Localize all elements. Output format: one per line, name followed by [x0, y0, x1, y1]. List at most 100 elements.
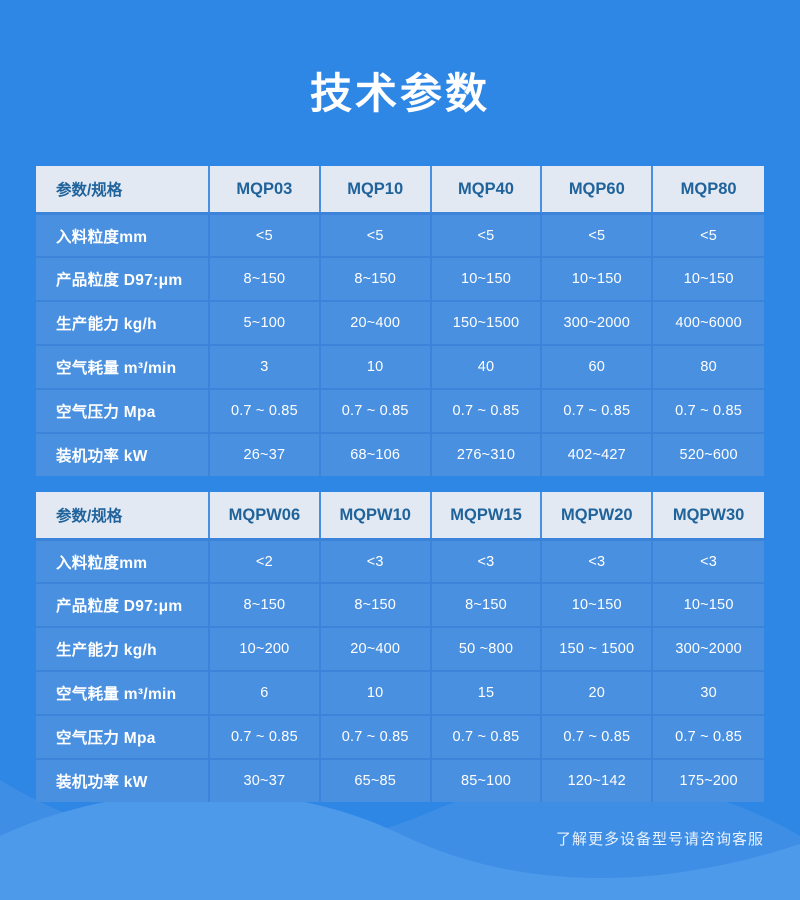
table-cell: 8~150	[320, 256, 432, 300]
table-cell: <5	[653, 212, 764, 256]
table-cell: 15	[431, 670, 543, 714]
column-header-model-2: MQP10	[320, 166, 432, 212]
table-cell: 10~150	[653, 582, 764, 626]
page-title: 技术参数	[309, 70, 490, 117]
table-cell: 50 ~800	[431, 626, 543, 670]
table-row: 空气压力 Mpa 0.7 ~ 0.85 0.7 ~ 0.85 0.7 ~ 0.8…	[36, 714, 764, 758]
table-cell: <5	[431, 212, 543, 256]
table-cell: 175~200	[653, 758, 764, 802]
column-header-model-4: MQPW20	[542, 492, 654, 538]
table-cell: 150~1500	[431, 300, 543, 344]
table-cell: 10~150	[542, 582, 654, 626]
table-cell: 300~2000	[653, 626, 764, 670]
table-cell: 10~150	[431, 256, 543, 300]
table-row: 装机功率 kW 26~37 68~106 276~310 402~427 520…	[36, 432, 764, 476]
table-cell: 300~2000	[542, 300, 654, 344]
column-header-param: 参数/规格	[36, 492, 210, 538]
table-cell: 60	[542, 344, 654, 388]
row-label: 空气耗量 m³/min	[36, 344, 210, 388]
table-cell: 10~200	[210, 626, 321, 670]
row-label: 装机功率 kW	[36, 758, 210, 802]
table-row: 生产能力 kg/h 10~200 20~400 50 ~800 150 ~ 15…	[36, 626, 764, 670]
table-row: 入料粒度mm <2 <3 <3 <3 <3	[36, 538, 764, 582]
table-cell: 520~600	[653, 432, 764, 476]
table-cell: <2	[210, 538, 321, 582]
table-cell: 0.7 ~ 0.85	[653, 388, 764, 432]
row-label: 入料粒度mm	[36, 212, 210, 256]
table-cell: 10~150	[542, 256, 654, 300]
table-cell: 0.7 ~ 0.85	[542, 388, 654, 432]
table-cell: 68~106	[320, 432, 432, 476]
table-cell: 20~400	[320, 626, 432, 670]
table-cell: <5	[542, 212, 654, 256]
column-header-model-4: MQP60	[542, 166, 654, 212]
column-header-model-5: MQP80	[653, 166, 764, 212]
table-row: 产品粒度 D97:μm 8~150 8~150 8~150 10~150 10~…	[36, 582, 764, 626]
table-cell: 85~100	[431, 758, 543, 802]
table-cell: 20~400	[320, 300, 432, 344]
table-row: 空气耗量 m³/min 3 10 40 60 80	[36, 344, 764, 388]
table-row: 入料粒度mm <5 <5 <5 <5 <5	[36, 212, 764, 256]
table-row: 空气耗量 m³/min 6 10 15 20 30	[36, 670, 764, 714]
row-label: 空气压力 Mpa	[36, 388, 210, 432]
row-label: 产品粒度 D97:μm	[36, 582, 210, 626]
table-cell: 20	[542, 670, 654, 714]
table-header-row: 参数/规格 MQP03 MQP10 MQP40 MQP60 MQP80	[36, 166, 764, 212]
column-header-param: 参数/规格	[36, 166, 210, 212]
table-cell: 0.7 ~ 0.85	[542, 714, 654, 758]
table-cell: <3	[653, 538, 764, 582]
table-header-row: 参数/规格 MQPW06 MQPW10 MQPW15 MQPW20 MQPW30	[36, 492, 764, 538]
table-cell: 0.7 ~ 0.85	[431, 388, 543, 432]
row-label: 生产能力 kg/h	[36, 626, 210, 670]
table-cell: 26~37	[210, 432, 321, 476]
table-cell: 402~427	[542, 432, 654, 476]
table-cell: 276~310	[431, 432, 543, 476]
row-label: 空气压力 Mpa	[36, 714, 210, 758]
row-label: 入料粒度mm	[36, 538, 210, 582]
table-cell: 10	[320, 670, 432, 714]
column-header-model-2: MQPW10	[320, 492, 432, 538]
table-cell: 30	[653, 670, 764, 714]
column-header-model-5: MQPW30	[653, 492, 764, 538]
table-cell: 8~150	[210, 256, 321, 300]
row-label: 空气耗量 m³/min	[36, 670, 210, 714]
table-cell: <3	[542, 538, 654, 582]
column-header-model-3: MQPW15	[431, 492, 543, 538]
table-cell: 150 ~ 1500	[542, 626, 654, 670]
table-row: 空气压力 Mpa 0.7 ~ 0.85 0.7 ~ 0.85 0.7 ~ 0.8…	[36, 388, 764, 432]
column-header-model-1: MQPW06	[210, 492, 321, 538]
table-cell: 30~37	[210, 758, 321, 802]
spec-table-mqp: 参数/规格 MQP03 MQP10 MQP40 MQP60 MQP80 入料粒度…	[36, 166, 764, 476]
table-cell: 0.7 ~ 0.85	[210, 388, 321, 432]
table-cell: <5	[320, 212, 432, 256]
table-cell: 0.7 ~ 0.85	[320, 388, 432, 432]
spec-table-mqpw: 参数/规格 MQPW06 MQPW10 MQPW15 MQPW20 MQPW30…	[36, 492, 764, 802]
table-cell: 8~150	[431, 582, 543, 626]
row-label: 装机功率 kW	[36, 432, 210, 476]
table-cell: 5~100	[210, 300, 321, 344]
table-row: 生产能力 kg/h 5~100 20~400 150~1500 300~2000…	[36, 300, 764, 344]
table-cell: 40	[431, 344, 543, 388]
table-cell: 65~85	[320, 758, 432, 802]
row-label: 生产能力 kg/h	[36, 300, 210, 344]
column-header-model-3: MQP40	[431, 166, 543, 212]
row-label: 产品粒度 D97:μm	[36, 256, 210, 300]
table-cell: 0.7 ~ 0.85	[653, 714, 764, 758]
table-cell: 80	[653, 344, 764, 388]
footer-note: 了解更多设备型号请咨询客服	[555, 831, 764, 848]
table-cell: 0.7 ~ 0.85	[320, 714, 432, 758]
table-row: 装机功率 kW 30~37 65~85 85~100 120~142 175~2…	[36, 758, 764, 802]
table-cell: 8~150	[320, 582, 432, 626]
table-cell: 10	[320, 344, 432, 388]
table-cell: <5	[210, 212, 321, 256]
column-header-model-1: MQP03	[210, 166, 321, 212]
table-cell: 3	[210, 344, 321, 388]
table-cell: 10~150	[653, 256, 764, 300]
table-cell: 0.7 ~ 0.85	[210, 714, 321, 758]
table-row: 产品粒度 D97:μm 8~150 8~150 10~150 10~150 10…	[36, 256, 764, 300]
table-cell: 6	[210, 670, 321, 714]
table-cell: <3	[320, 538, 432, 582]
table-cell: 8~150	[210, 582, 321, 626]
table-cell: 400~6000	[653, 300, 764, 344]
